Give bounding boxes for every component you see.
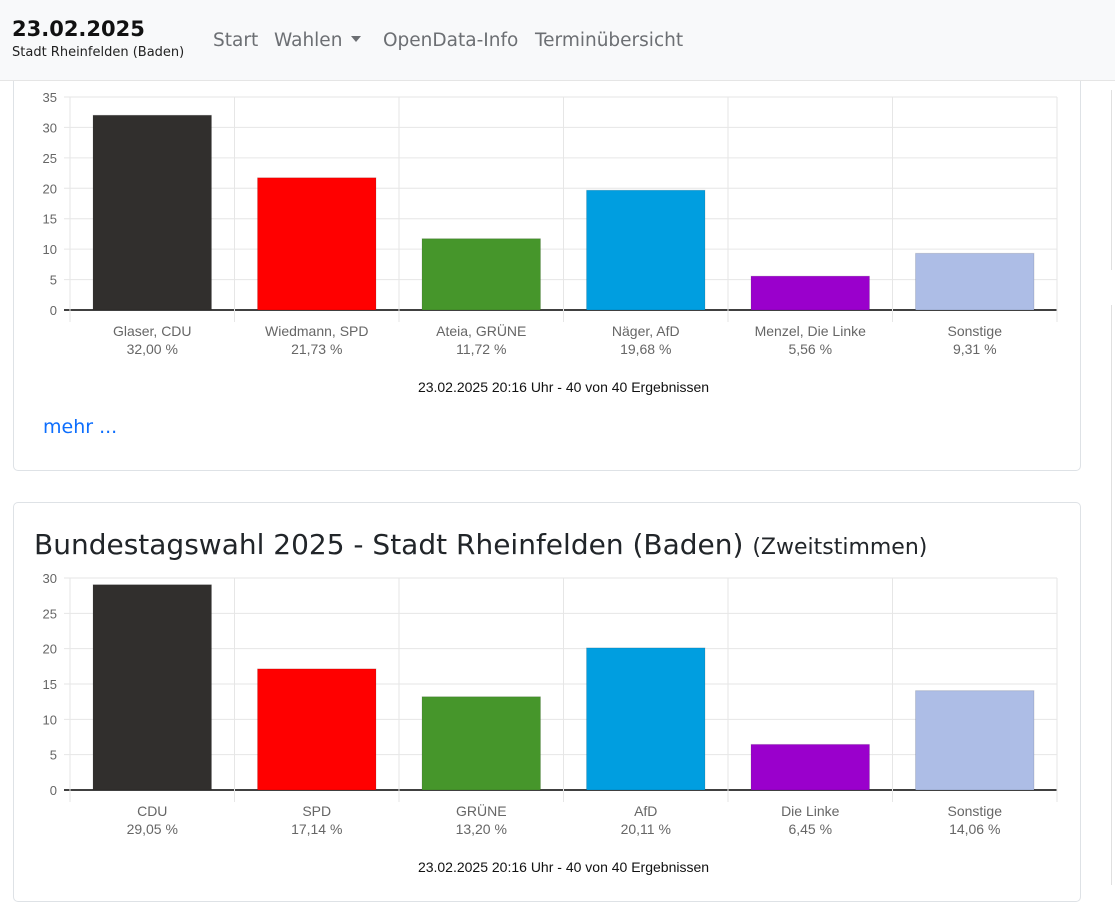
y-tick-label: 30 (43, 120, 57, 135)
y-tick-label: 5 (50, 273, 57, 288)
y-tick-label: 5 (50, 748, 57, 763)
value-label: 19,68 % (620, 341, 671, 357)
x-tick-label: SPD (302, 803, 331, 819)
nav-wahlen-dropdown[interactable]: Wahlen (274, 29, 362, 53)
value-label: 6,45 % (788, 821, 832, 837)
x-tick-label: Die Linke (781, 803, 840, 819)
value-label: 11,72 % (456, 341, 506, 357)
value-label: 13,20 % (456, 821, 507, 837)
bar (750, 743, 870, 791)
x-tick-label: CDU (137, 803, 167, 819)
x-tick-label: Menzel, Die Linke (755, 323, 866, 339)
value-label: 14,06 % (949, 821, 1000, 837)
nav-opendata-link[interactable]: OpenData-Info (383, 30, 519, 51)
brand-city[interactable]: Stadt Rheinfelden (Baden) (12, 45, 185, 60)
x-tick-label: GRÜNE (456, 802, 507, 819)
election-card-erststimmen: 0 5 10 15 20 25 30 35 Glaser, CDU 32,00 % Wiedmann… (13, 30, 1081, 471)
bar (92, 584, 212, 791)
x-tick-label: AfD (634, 803, 657, 819)
y-tick-label: 25 (43, 151, 57, 166)
card-title-text: Bundestagswahl 2025 - Stadt Rheinfelden … (34, 528, 744, 561)
value-label: 17,14 % (291, 821, 342, 837)
x-tick-label: Sonstige (948, 803, 1003, 819)
bar (421, 696, 541, 791)
chart-caption: 23.02.2025 20:16 Uhr - 40 von 40 Ergebni… (418, 859, 709, 875)
value-label: 29,05 % (127, 821, 178, 837)
bar (257, 668, 377, 791)
y-tick-label: 20 (43, 181, 57, 196)
card-subtitle: (Zweitstimmen) (752, 535, 928, 560)
bar (750, 275, 870, 311)
y-tick-label: 15 (43, 677, 57, 692)
value-label: 20,11 % (621, 821, 671, 837)
x-tick-label: Wiedmann, SPD (265, 323, 368, 339)
x-tick-label: Sonstige (948, 323, 1003, 339)
card-title: Bundestagswahl 2025 - Stadt Rheinfelden … (34, 528, 927, 561)
y-tick-label: 0 (50, 783, 57, 798)
y-tick-label: 0 (50, 303, 57, 318)
nav-termine-link[interactable]: Terminübersicht (535, 30, 684, 51)
brand[interactable]: 23.02.2025 Stadt Rheinfelden (Baden) (12, 16, 184, 60)
election-card-zweitstimmen: Bundestagswahl 2025 - Stadt Rheinfelden … (13, 502, 1081, 902)
top-navbar: 23.02.2025 Stadt Rheinfelden (Baden) Sta… (0, 0, 1115, 81)
chevron-down-icon (351, 36, 362, 42)
bar (915, 690, 1035, 791)
value-label: 21,73 % (291, 341, 342, 357)
sidebar-card-edge (1111, 90, 1115, 270)
value-label: 5,56 % (788, 341, 832, 357)
x-tick-label: Näger, AfD (612, 323, 680, 339)
chart-erststimmen: 0 5 10 15 20 25 30 35 Glaser, CDU 32,00 % Wiedmann… (43, 90, 1058, 395)
bar (586, 647, 706, 791)
bar (915, 252, 1035, 311)
bar (92, 114, 212, 311)
brand-date[interactable]: 23.02.2025 (12, 17, 145, 41)
y-tick-label: 10 (43, 712, 57, 727)
nav-wahlen-label: Wahlen (274, 30, 343, 51)
chart-caption: 23.02.2025 20:16 Uhr - 40 von 40 Ergebni… (418, 379, 709, 395)
bar (586, 189, 706, 311)
x-tick-label: Glaser, CDU (113, 323, 192, 339)
nav-start-link[interactable]: Start (213, 30, 259, 51)
y-tick-label: 20 (43, 642, 57, 657)
y-tick-label: 30 (43, 571, 57, 586)
bar (421, 238, 541, 311)
value-label: 9,31 % (953, 341, 997, 357)
bar (257, 177, 377, 311)
y-tick-label: 15 (43, 212, 57, 227)
more-link[interactable]: mehr ... (43, 416, 118, 438)
value-label: 32,00 % (127, 341, 178, 357)
y-tick-label: 10 (43, 242, 57, 257)
sidebar-card-edge (1111, 305, 1115, 885)
y-tick-label: 35 (43, 90, 57, 105)
x-tick-label: Ateia, GRÜNE (436, 322, 526, 339)
y-tick-label: 25 (43, 606, 57, 621)
chart-zweitstimmen: 0 5 10 15 20 25 30 CDU 29,05 % SPD 17,14 % GRÜNE 13,… (43, 571, 1058, 875)
